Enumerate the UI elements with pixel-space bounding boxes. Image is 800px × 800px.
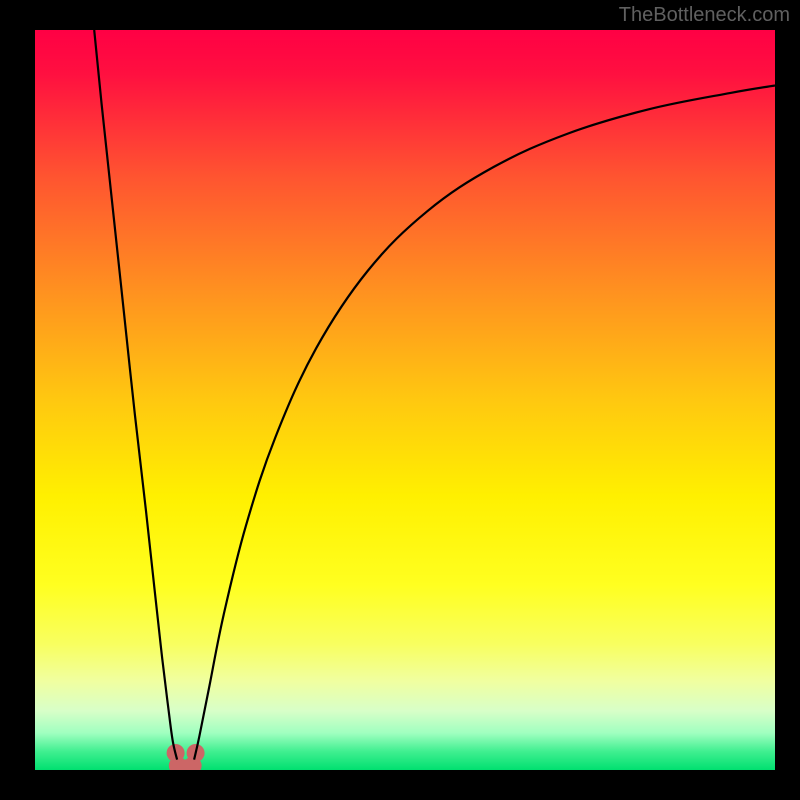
- gradient-background: [35, 30, 775, 770]
- bottleneck-chart-svg: [0, 0, 800, 800]
- chart-container: TheBottleneck.com: [0, 0, 800, 800]
- watermark-text: TheBottleneck.com: [619, 4, 790, 27]
